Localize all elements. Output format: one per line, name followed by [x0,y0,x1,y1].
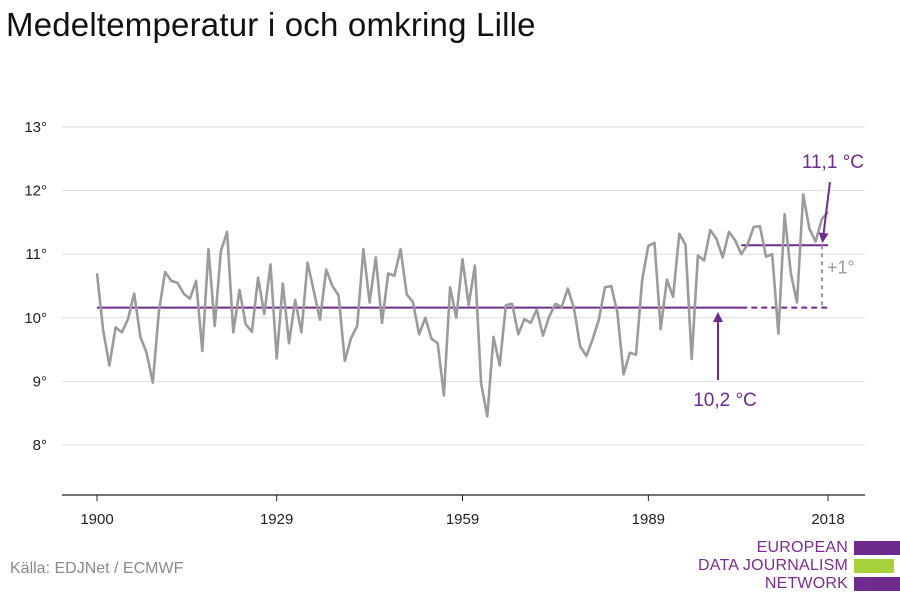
y-tick-label: 9° [33,373,47,390]
difference-label: +1° [827,257,855,277]
x-axis: 1900 1929 1959 1989 2018 [62,494,865,528]
y-tick-label: 11° [25,246,47,263]
baseline-mean-label: 10,2 °C [693,390,757,411]
series-group [95,193,830,418]
x-tick-label: 2018 [811,511,844,528]
recent-mean-label: 11,1 °C [802,152,864,173]
logo-bar-1 [854,541,900,555]
x-tick-label: 1959 [446,511,479,528]
logo-line-1: EUROPEAN [756,539,848,556]
logo-line-2: DATA JOURNALISM [698,557,848,574]
logo-line-3: NETWORK [764,575,848,592]
y-tick-label: 8° [33,437,47,454]
x-tick-label: 1989 [632,511,665,528]
logo-bar-2 [854,559,894,573]
y-tick-label: 13° [24,119,47,136]
source-note: Källa: EDJNet / ECMWF [10,560,184,577]
recent-mean-arrow [818,181,831,243]
edjnet-logo: EUROPEAN DATA JOURNALISM NETWORK [698,538,900,596]
x-tick-label: 1929 [260,511,293,528]
grid-lines [62,126,865,446]
y-axis-ticks: 8° 9° 10° 11° 12° 13° [24,119,47,454]
annotations: +1° 11,1 °C 10,2 °C [693,152,864,411]
x-tick-label: 1900 [80,511,113,528]
logo-bar-3 [854,577,900,591]
y-tick-label: 12° [24,183,47,200]
y-tick-label: 10° [24,310,47,327]
chart-title: Medeltemperatur i och omkring Lille [6,6,536,43]
temperature-series-line [95,193,830,418]
